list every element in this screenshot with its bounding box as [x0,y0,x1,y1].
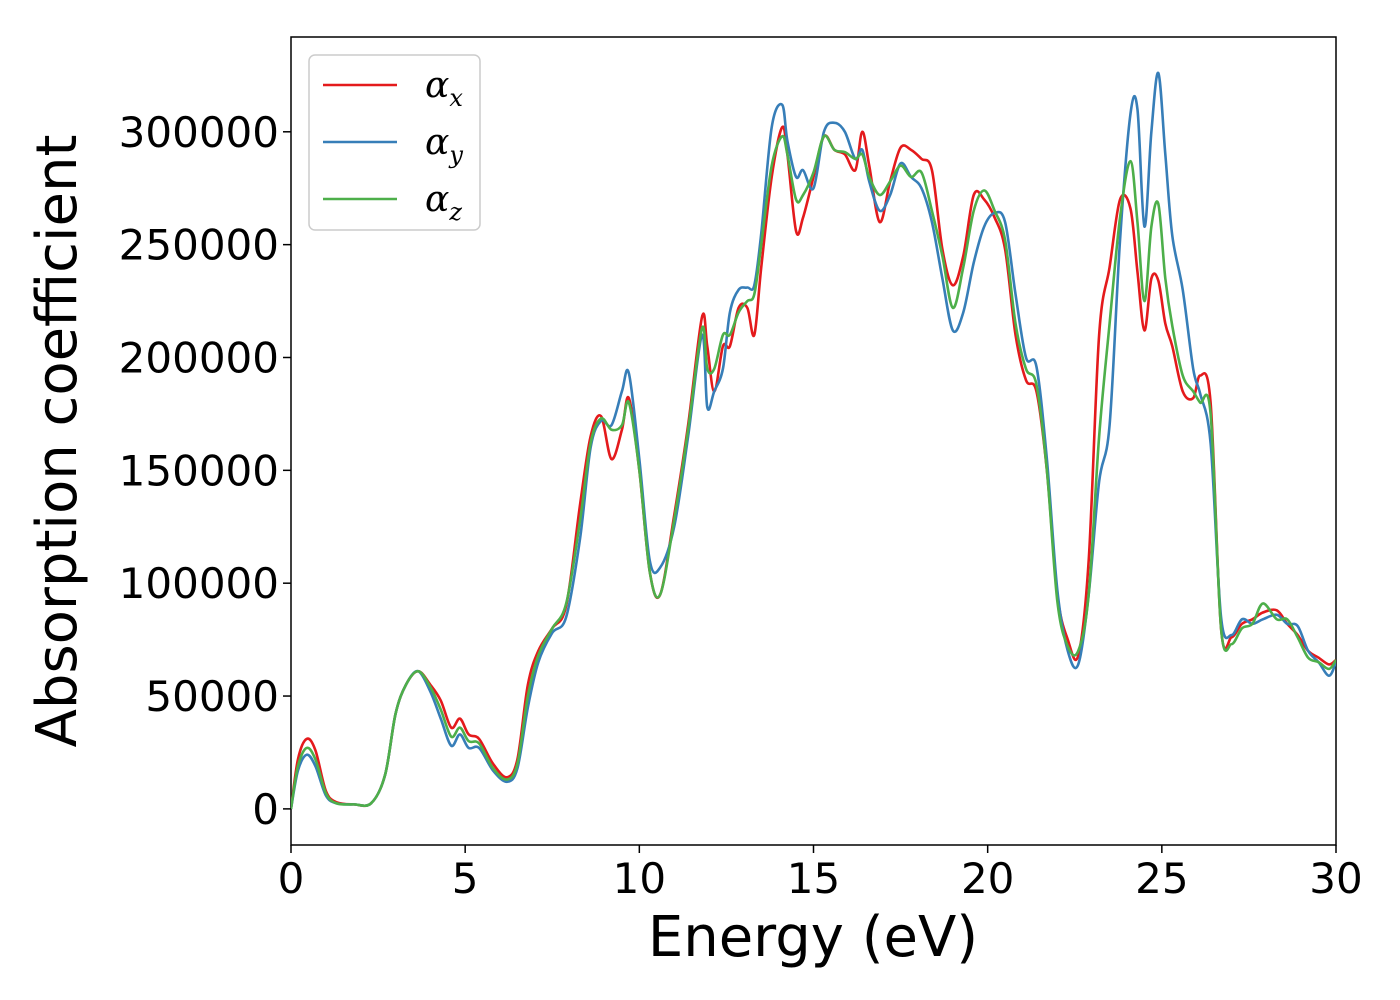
y-axis-label: Absorption coefficient [25,135,90,748]
x-axis-label: Energy (eV) [648,905,978,970]
x-tick-label: 25 [1135,854,1188,903]
series-line-alpha-z [291,134,1336,810]
y-tick-label: 0 [252,785,279,834]
x-tick-label: 0 [278,854,305,903]
y-tick-label: 200000 [119,333,279,382]
y-axis: 0 50000 100000 150000 200000 250000 300000 [119,108,291,834]
y-tick-label: 150000 [119,446,279,495]
y-tick-label: 100000 [119,559,279,608]
x-tick-label: 10 [613,854,666,903]
x-tick-label: 20 [961,854,1014,903]
series-line-alpha-y [291,71,1336,810]
series-layer [291,71,1336,810]
x-tick-label: 5 [452,854,479,903]
x-tick-label: 30 [1309,854,1362,903]
y-tick-label: 300000 [119,108,279,157]
y-tick-label: 250000 [119,221,279,270]
y-tick-label: 50000 [145,672,279,721]
x-axis: 0 5 10 15 20 25 30 [278,845,1363,903]
x-tick-label: 15 [787,854,840,903]
